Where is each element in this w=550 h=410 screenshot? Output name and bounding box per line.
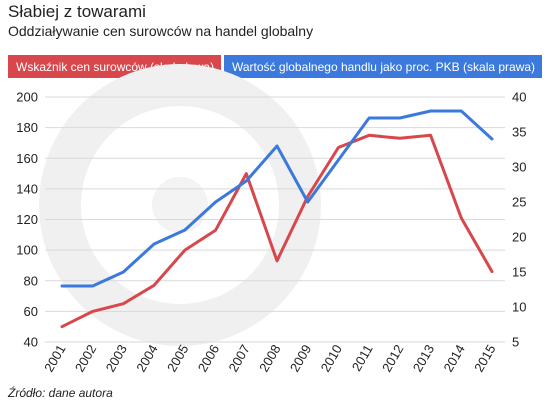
chart-subtitle: Oddziaływanie cen surowców na handel glo… — [8, 23, 314, 39]
y-left-tick-label: 140 — [16, 181, 38, 196]
trade-gdp-line — [60, 109, 494, 288]
x-tick-label: 2008 — [256, 342, 283, 375]
y-left-tick-label: 80 — [24, 273, 38, 288]
source-note: Źródło: dane autora — [8, 386, 113, 400]
y-left-tick-label: 120 — [16, 212, 38, 227]
x-tick-label: 2003 — [103, 342, 130, 375]
y-right-tick-label: 10 — [512, 300, 526, 315]
y-right-tick-label: 25 — [512, 195, 526, 210]
x-tick-label: 2007 — [225, 342, 252, 375]
x-tick-label: 2014 — [440, 342, 467, 375]
x-tick-label: 2005 — [164, 342, 191, 375]
y-left-tick-label: 40 — [24, 335, 38, 350]
y-left-tick-label: 160 — [16, 151, 38, 166]
y-right-tick-label: 20 — [512, 230, 526, 245]
watermark-ring — [39, 64, 321, 346]
commodity-price-line — [60, 133, 494, 329]
y-right-tick-label: 15 — [512, 265, 526, 280]
watermark-dot — [152, 177, 208, 233]
x-tick-label: 2010 — [318, 342, 345, 375]
x-tick-label: 2001 — [41, 342, 68, 375]
x-tick-label: 2011 — [349, 342, 376, 374]
legend-right-label: Wartość globalnego handlu jako proc. PKB… — [232, 59, 536, 74]
y-left-tick-label: 200 — [16, 90, 38, 105]
y-left-tick-label: 60 — [24, 304, 38, 319]
y-right-tick-label: 40 — [512, 90, 526, 105]
y-left-tick-label: 100 — [16, 243, 38, 258]
y-right-tick-label: 30 — [512, 160, 526, 175]
x-tick-label: 2009 — [287, 342, 314, 375]
x-tick-label: 2012 — [379, 342, 406, 375]
legend-right-series: Wartość globalnego handlu jako proc. PKB… — [224, 55, 542, 78]
x-tick-label: 2002 — [72, 342, 99, 375]
y-right-tick-label: 35 — [512, 125, 526, 140]
y-left-tick-label: 180 — [16, 120, 38, 135]
x-tick-label: 2015 — [471, 342, 498, 375]
x-tick-label: 2006 — [195, 342, 222, 375]
y-right-tick-label: 5 — [512, 335, 519, 350]
x-tick-label: 2004 — [133, 342, 160, 375]
chart-title: Słabiej z towarami — [8, 2, 146, 21]
x-tick-label: 2013 — [410, 342, 437, 375]
